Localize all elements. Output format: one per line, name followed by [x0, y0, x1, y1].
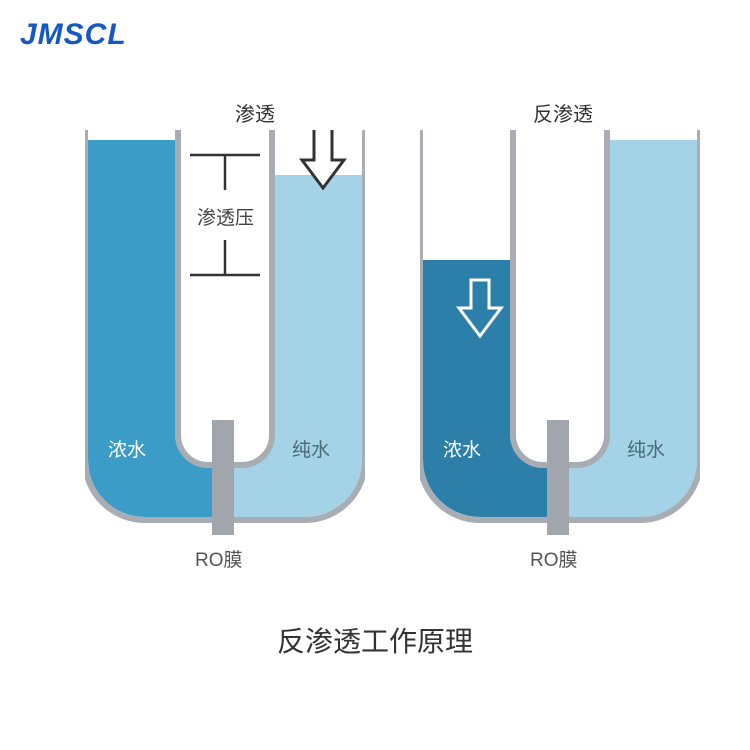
right-water-fill [560, 140, 700, 550]
right-water-fill [225, 175, 365, 550]
left-diagram-title: 渗透 [235, 98, 275, 127]
right-pure-label: 纯水 [627, 435, 665, 462]
right-ro-membrane [547, 420, 569, 535]
left-concentrated-label: 浓水 [108, 435, 146, 462]
osmotic-pressure-label: 渗透压 [197, 203, 254, 230]
left-membrane-label: RO膜 [195, 545, 243, 572]
watermark-text: JMSCL [20, 18, 127, 51]
tube-inner-wall [178, 130, 272, 465]
tube-inner-wall [513, 130, 607, 465]
right-membrane-label: RO膜 [530, 545, 578, 572]
right-concentrated-label: 浓水 [443, 435, 481, 462]
left-down-arrow-icon [298, 130, 348, 197]
watermark-logo: JMSCL [20, 18, 127, 52]
main-title-text: 反渗透工作原理 [277, 626, 473, 657]
right-down-arrow-icon [455, 278, 505, 345]
left-water-fill [85, 140, 225, 550]
main-title: 反渗透工作原理 [277, 620, 473, 660]
left-ro-membrane [212, 420, 234, 535]
left-pure-label: 纯水 [292, 435, 330, 462]
right-diagram-title: 反渗透 [533, 98, 593, 127]
